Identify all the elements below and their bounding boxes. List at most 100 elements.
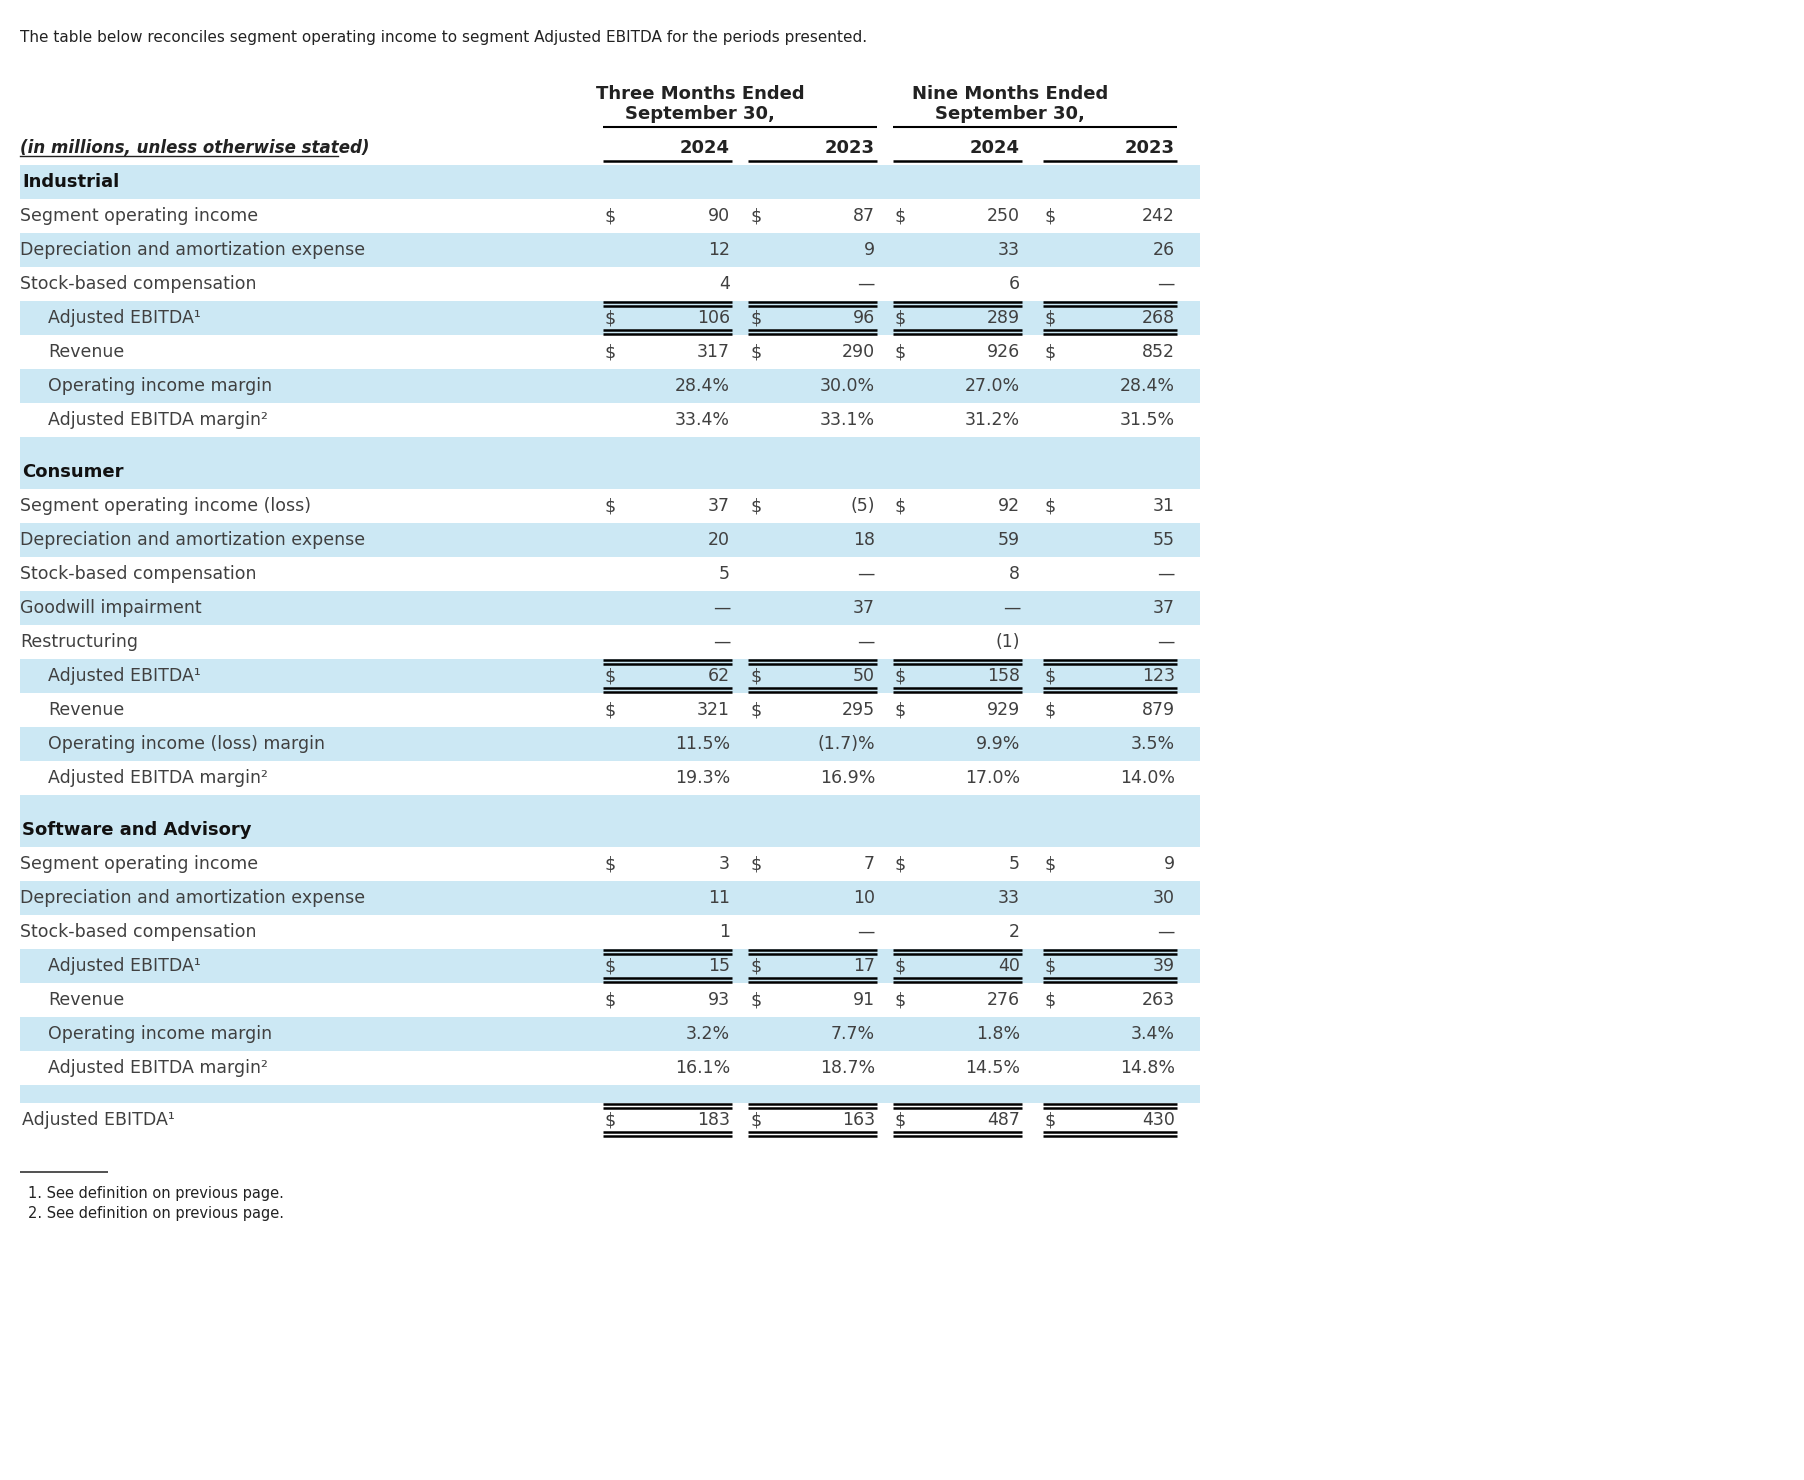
Text: 4: 4 bbox=[720, 275, 731, 293]
Text: $: $ bbox=[604, 992, 617, 1009]
Text: 276: 276 bbox=[987, 992, 1019, 1009]
Text: 33.4%: 33.4% bbox=[675, 411, 731, 429]
Text: 6: 6 bbox=[1008, 275, 1019, 293]
Text: Depreciation and amortization expense: Depreciation and amortization expense bbox=[20, 241, 364, 259]
Bar bbox=[20, 983, 1200, 1017]
Text: 487: 487 bbox=[987, 1111, 1019, 1129]
Text: 18.7%: 18.7% bbox=[819, 1060, 875, 1077]
Text: 7: 7 bbox=[864, 855, 875, 873]
Text: $: $ bbox=[1045, 667, 1057, 685]
Text: Segment operating income: Segment operating income bbox=[20, 855, 258, 873]
Text: Adjusted EBITDA¹: Adjusted EBITDA¹ bbox=[49, 667, 200, 685]
Bar bbox=[20, 334, 1200, 369]
Text: $: $ bbox=[1045, 958, 1057, 975]
Text: $: $ bbox=[750, 855, 761, 873]
Text: September 30,: September 30, bbox=[934, 105, 1084, 123]
Bar bbox=[20, 795, 1200, 813]
Text: $: $ bbox=[895, 309, 906, 327]
Text: 2. See definition on previous page.: 2. See definition on previous page. bbox=[29, 1206, 283, 1221]
Text: Adjusted EBITDA¹: Adjusted EBITDA¹ bbox=[49, 309, 200, 327]
Text: 50: 50 bbox=[853, 667, 875, 685]
Text: (1.7)%: (1.7)% bbox=[817, 736, 875, 753]
Text: 15: 15 bbox=[707, 958, 731, 975]
Text: 163: 163 bbox=[842, 1111, 875, 1129]
Text: 30.0%: 30.0% bbox=[819, 377, 875, 395]
Text: 5: 5 bbox=[720, 565, 731, 583]
Text: 3.2%: 3.2% bbox=[686, 1026, 731, 1043]
Text: —: — bbox=[1158, 924, 1174, 941]
Text: 250: 250 bbox=[987, 207, 1019, 225]
Text: 5: 5 bbox=[1008, 855, 1019, 873]
Bar bbox=[20, 693, 1200, 727]
Text: 290: 290 bbox=[842, 343, 875, 361]
Text: 92: 92 bbox=[998, 497, 1019, 515]
Text: Consumer: Consumer bbox=[22, 463, 123, 481]
Text: 1: 1 bbox=[720, 924, 731, 941]
Text: 1.8%: 1.8% bbox=[976, 1026, 1019, 1043]
Text: Three Months Ended: Three Months Ended bbox=[595, 84, 805, 104]
Text: 263: 263 bbox=[1142, 992, 1174, 1009]
Text: $: $ bbox=[895, 343, 906, 361]
Text: 18: 18 bbox=[853, 531, 875, 549]
Text: Stock-based compensation: Stock-based compensation bbox=[20, 924, 256, 941]
Bar bbox=[20, 915, 1200, 949]
Bar bbox=[20, 813, 1200, 847]
Bar bbox=[20, 488, 1200, 522]
Text: 93: 93 bbox=[707, 992, 731, 1009]
Text: 123: 123 bbox=[1142, 667, 1174, 685]
Text: $: $ bbox=[750, 667, 761, 685]
Text: —: — bbox=[1158, 275, 1174, 293]
Bar bbox=[20, 949, 1200, 983]
Bar bbox=[20, 1085, 1200, 1103]
Text: 55: 55 bbox=[1153, 531, 1174, 549]
Text: $: $ bbox=[604, 309, 617, 327]
Text: $: $ bbox=[1045, 992, 1057, 1009]
Text: 7.7%: 7.7% bbox=[832, 1026, 875, 1043]
Text: 33.1%: 33.1% bbox=[819, 411, 875, 429]
Text: Segment operating income: Segment operating income bbox=[20, 207, 258, 225]
Text: Adjusted EBITDA margin²: Adjusted EBITDA margin² bbox=[49, 411, 267, 429]
Text: 37: 37 bbox=[707, 497, 731, 515]
Text: 27.0%: 27.0% bbox=[965, 377, 1019, 395]
Text: —: — bbox=[857, 565, 875, 583]
Text: 62: 62 bbox=[707, 667, 731, 685]
Bar bbox=[20, 232, 1200, 266]
Text: 183: 183 bbox=[696, 1111, 731, 1129]
Text: 852: 852 bbox=[1142, 343, 1174, 361]
Bar bbox=[20, 164, 1200, 198]
Text: 28.4%: 28.4% bbox=[675, 377, 731, 395]
Text: 37: 37 bbox=[1153, 599, 1174, 617]
Text: $: $ bbox=[604, 855, 617, 873]
Text: 11: 11 bbox=[707, 889, 731, 907]
Text: $: $ bbox=[895, 1111, 906, 1129]
Text: Segment operating income (loss): Segment operating income (loss) bbox=[20, 497, 310, 515]
Text: 17: 17 bbox=[853, 958, 875, 975]
Text: Industrial: Industrial bbox=[22, 173, 119, 191]
Text: 40: 40 bbox=[998, 958, 1019, 975]
Text: 31.2%: 31.2% bbox=[965, 411, 1019, 429]
Text: $: $ bbox=[895, 497, 906, 515]
Text: $: $ bbox=[1045, 309, 1057, 327]
Text: Software and Advisory: Software and Advisory bbox=[22, 821, 251, 839]
Bar bbox=[20, 761, 1200, 795]
Text: $: $ bbox=[895, 702, 906, 719]
Text: (5): (5) bbox=[850, 497, 875, 515]
Text: 87: 87 bbox=[853, 207, 875, 225]
Text: $: $ bbox=[750, 992, 761, 1009]
Text: 30: 30 bbox=[1153, 889, 1174, 907]
Text: 96: 96 bbox=[853, 309, 875, 327]
Text: —: — bbox=[857, 275, 875, 293]
Bar bbox=[20, 369, 1200, 403]
Text: 31.5%: 31.5% bbox=[1120, 411, 1174, 429]
Text: 8: 8 bbox=[1008, 565, 1019, 583]
Bar bbox=[20, 454, 1200, 488]
Text: 10: 10 bbox=[853, 889, 875, 907]
Text: $: $ bbox=[604, 702, 617, 719]
Text: Revenue: Revenue bbox=[49, 702, 124, 719]
Text: $: $ bbox=[750, 343, 761, 361]
Text: Stock-based compensation: Stock-based compensation bbox=[20, 565, 256, 583]
Text: 9: 9 bbox=[864, 241, 875, 259]
Text: 19.3%: 19.3% bbox=[675, 770, 731, 787]
Text: $: $ bbox=[750, 207, 761, 225]
Text: $: $ bbox=[1045, 497, 1057, 515]
